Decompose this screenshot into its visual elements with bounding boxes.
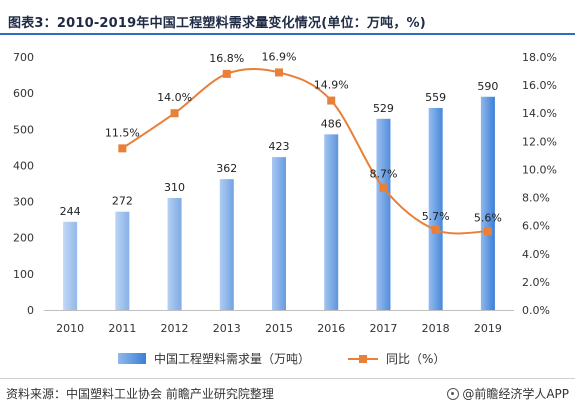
line-point bbox=[431, 225, 440, 234]
legend-bar-label: 中国工程塑料需求量（万吨） bbox=[154, 352, 311, 366]
growth-line bbox=[121, 67, 488, 235]
y-left-tick-label: 0 bbox=[27, 304, 34, 317]
x-tick-label: 2013 bbox=[213, 322, 241, 335]
legend-line-label: 同比（%） bbox=[386, 352, 446, 366]
line-value-label: 5.6% bbox=[474, 211, 502, 224]
bar bbox=[115, 211, 130, 310]
y-left-tick-label: 300 bbox=[13, 196, 34, 209]
x-tick-label: 2019 bbox=[474, 322, 502, 335]
combo-chart: 0 100 200 300 400 500 600 700 0.0% 2.0% 4.0% 6.0% 8.… bbox=[13, 50, 557, 335]
y-right-tick-label: 0.0% bbox=[522, 304, 550, 317]
line-value-label: 16.8% bbox=[209, 52, 244, 65]
line-point bbox=[275, 68, 283, 77]
x-tick-label: 2017 bbox=[369, 322, 397, 335]
x-tick-label: 2018 bbox=[422, 322, 450, 335]
y-right-tick-label: 4.0% bbox=[522, 248, 550, 261]
line-value-label: 14.9% bbox=[314, 79, 349, 92]
bar-value-label: 362 bbox=[216, 162, 237, 175]
legend-bar-swatch bbox=[118, 353, 146, 364]
bar-value-label: 559 bbox=[425, 91, 446, 104]
bar bbox=[219, 179, 234, 310]
bar bbox=[167, 197, 182, 310]
x-tick-label: 2015 bbox=[265, 322, 293, 335]
bar-value-label: 244 bbox=[60, 205, 81, 218]
y-left-tick-label: 600 bbox=[13, 87, 34, 100]
y-left-tick-label: 200 bbox=[13, 232, 34, 245]
line-point bbox=[222, 69, 231, 78]
y-right-tick-label: 2.0% bbox=[522, 276, 550, 289]
bar bbox=[272, 157, 286, 310]
bar-value-label: 486 bbox=[321, 117, 342, 130]
y-right-tick-label: 14.0% bbox=[522, 107, 557, 120]
bar bbox=[480, 96, 495, 310]
y-left-tick-label: 500 bbox=[13, 123, 34, 136]
bar-value-label: 529 bbox=[373, 102, 394, 115]
bar-value-label: 423 bbox=[269, 140, 290, 153]
line-value-label: 11.5% bbox=[105, 126, 140, 139]
line-point bbox=[327, 96, 336, 105]
y-right-tick-label: 16.0% bbox=[522, 79, 557, 92]
y-right-tick-label: 8.0% bbox=[522, 192, 550, 205]
line-point bbox=[483, 227, 492, 236]
line-value-label: 5.7% bbox=[422, 210, 450, 223]
x-tick-label: 2011 bbox=[108, 322, 136, 335]
bar bbox=[376, 118, 391, 310]
legend-line-swatch bbox=[348, 353, 378, 365]
y-right-tick-label: 6.0% bbox=[522, 220, 550, 233]
bar bbox=[428, 107, 443, 310]
chart-title: 图表3：2010-2019年中国工程塑料需求量变化情况(单位：万吨，%) bbox=[8, 16, 426, 31]
y-left-tick-label: 700 bbox=[13, 51, 34, 64]
y-right-tick-label: 18.0% bbox=[522, 51, 557, 64]
legend-item-line: 同比（%） bbox=[348, 350, 445, 367]
bar bbox=[63, 221, 78, 310]
line-value-label: 16.9% bbox=[262, 50, 297, 63]
y-right-tick-label: 12.0% bbox=[522, 135, 557, 148]
brand: @前瞻经济学人APP bbox=[447, 385, 569, 402]
brand-logo-icon bbox=[447, 387, 460, 400]
line-value-label: 14.0% bbox=[157, 91, 192, 104]
bar-value-label: 272 bbox=[112, 195, 133, 208]
y-left-tick-label: 100 bbox=[13, 268, 34, 281]
line-point bbox=[170, 109, 179, 118]
footer-rule bbox=[0, 378, 575, 379]
legend-item-bar: 中国工程塑料需求量（万吨） bbox=[118, 350, 310, 367]
brand-text: @前瞻经济学人APP bbox=[462, 387, 569, 401]
x-tick-label: 2010 bbox=[56, 322, 84, 335]
bar bbox=[324, 134, 339, 310]
x-tick-label: 2012 bbox=[161, 322, 189, 335]
y-left-tick-label: 400 bbox=[13, 159, 34, 172]
bar-value-label: 310 bbox=[164, 181, 185, 194]
x-tick-label: 2016 bbox=[317, 322, 345, 335]
line-point bbox=[379, 183, 388, 192]
source-note: 资料来源：中国塑料工业协会 前瞻产业研究院整理 bbox=[6, 387, 274, 401]
bar-value-label: 590 bbox=[477, 80, 498, 93]
y-right-tick-label: 10.0% bbox=[522, 163, 557, 176]
legend: 中国工程塑料需求量（万吨） 同比（%） bbox=[0, 348, 575, 370]
line-value-label: 8.7% bbox=[369, 168, 397, 181]
title-rule bbox=[0, 33, 575, 35]
line-point bbox=[118, 144, 127, 153]
